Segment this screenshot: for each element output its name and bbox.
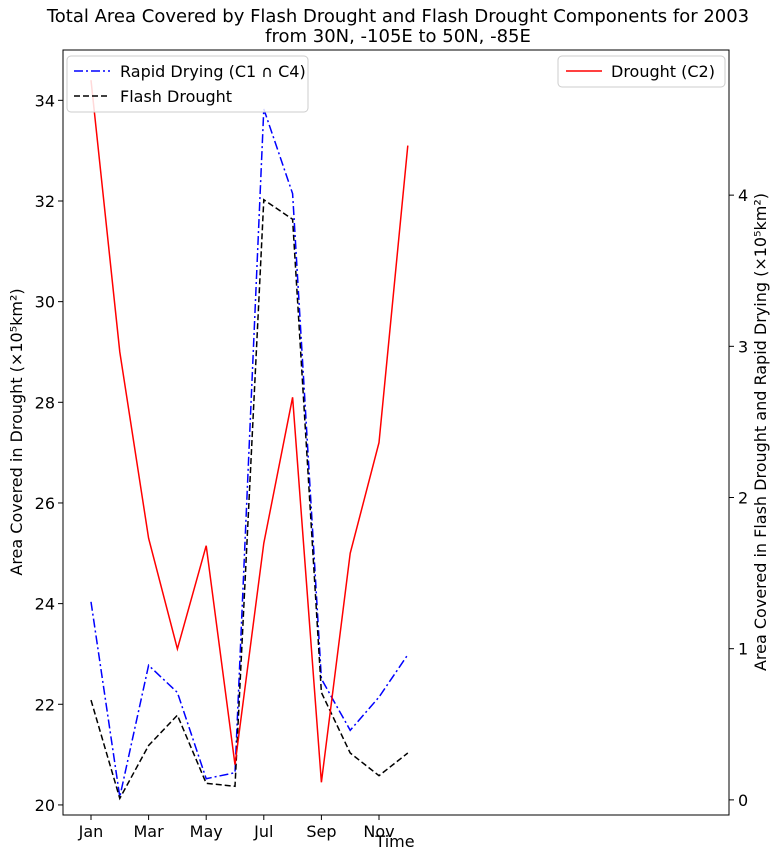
x-axis-label: Time xyxy=(374,832,414,851)
plot-frame xyxy=(62,49,730,816)
x-tick-label: Jan xyxy=(78,822,104,841)
chart-title-line2: from 30N, -105E to 50N, -85E xyxy=(265,26,531,47)
x-tick-label: Nov xyxy=(363,822,394,841)
plot-area xyxy=(90,80,409,801)
x-tick-label: May xyxy=(190,822,223,841)
y-left-tick-label: 30 xyxy=(35,293,55,312)
x-tick-label: Mar xyxy=(134,822,165,841)
series-line-drought-c2 xyxy=(90,80,409,783)
legend-label-flash-drought: Flash Drought xyxy=(120,87,232,106)
y-right-tick-label: 0 xyxy=(738,791,748,810)
legend-label-rapid-drying: Rapid Drying (C1 ∩ C4) xyxy=(120,62,306,81)
x-tick-label: Jul xyxy=(253,822,273,841)
y-left-tick-label: 20 xyxy=(35,796,55,815)
y-right-tick-label: 4 xyxy=(738,186,748,205)
y-right-tick-label: 2 xyxy=(738,489,748,508)
y-left-tick-label: 32 xyxy=(35,192,55,211)
y-left-tick-label: 34 xyxy=(35,91,55,110)
chart-title-line1: Total Area Covered by Flash Drought and … xyxy=(46,6,749,27)
y-left-tick-label: 26 xyxy=(35,494,55,513)
y-right-tick-label: 1 xyxy=(738,640,748,659)
series-line-rapid-drying-c1-c4 xyxy=(90,108,409,798)
y-axis-left-label: Area Covered in Drought (×10⁵km²) xyxy=(7,288,26,575)
y-left-tick-label: 22 xyxy=(35,695,55,714)
y-right-tick-label: 3 xyxy=(738,337,748,356)
series-line-flash-drought xyxy=(90,198,409,801)
legend-left: Rapid Drying (C1 ∩ C4) Flash Drought xyxy=(66,55,309,113)
legend-right-box xyxy=(557,55,726,88)
y-left-tick-label: 28 xyxy=(35,393,55,412)
legend-left-box xyxy=(66,55,309,113)
x-tick-label: Sep xyxy=(306,822,336,841)
y-axis-right-label: Area Covered in Flash Drought and Rapid … xyxy=(751,193,770,671)
legend-right: Drought (C2) xyxy=(557,55,726,88)
legend-label-drought: Drought (C2) xyxy=(611,62,715,81)
y-left-tick-label: 24 xyxy=(35,595,55,614)
